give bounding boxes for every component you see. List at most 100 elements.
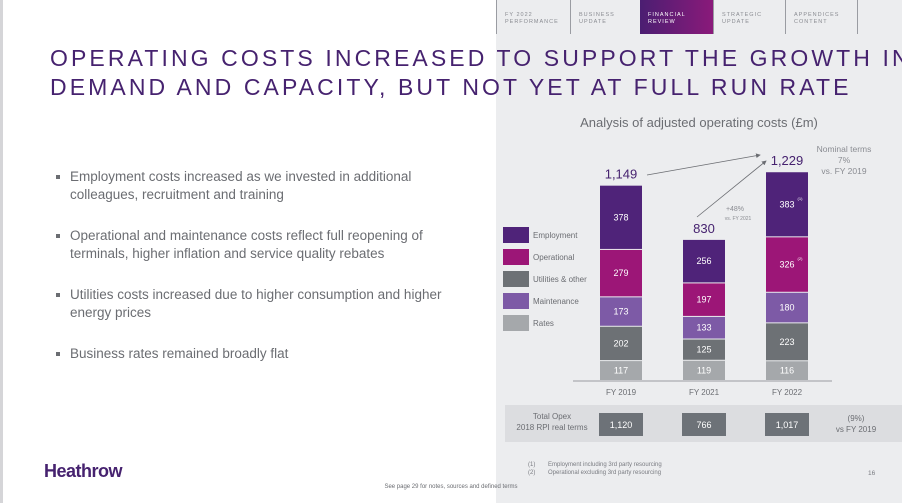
growth-label: vs. FY 2021	[725, 216, 752, 222]
real-terms-value: 1,120	[610, 420, 633, 430]
legend-swatch-employment	[503, 227, 529, 243]
bar-segment-employment-fy-2021	[683, 239, 725, 283]
bar-value-label: 117	[614, 366, 628, 376]
footnote-text: Operational excluding 3rd party resourci…	[548, 470, 662, 476]
nominal-value: 7%	[838, 155, 851, 165]
nav-tab-appendices-content[interactable]: APPENDICES CONTENT	[785, 0, 857, 34]
legend-label: Operational	[533, 253, 575, 262]
bar-segment-utilities-other-fy-2021	[683, 339, 725, 360]
bar-value-label: 173	[613, 307, 628, 317]
bar-segment-maintenance-fy-2019	[600, 297, 642, 326]
bar-segment-operational-fy-2022	[766, 237, 808, 292]
nav-tab-financial-review[interactable]: FINANCIAL REVIEW	[640, 0, 713, 34]
nav-tab-fy2022-performance[interactable]: FY 2022 PERFORMANCE	[496, 0, 570, 34]
bar-total-label: 1,229	[771, 153, 804, 168]
nav-tab-line1: FINANCIAL	[648, 12, 686, 18]
legend-label: Rates	[533, 319, 554, 328]
nominal-label: Nominal terms	[817, 144, 872, 154]
nav-tab-line2: UPDATE	[722, 19, 750, 25]
bar-segment-rates-fy-2022	[766, 361, 808, 380]
real-terms-change-label: vs FY 2019	[836, 425, 877, 434]
total-labels: 1,149 830 1,229	[605, 153, 804, 236]
x-axis-labels: FY 2019 FY 2021 FY 2022	[606, 388, 803, 397]
footer-note: See page 29 for notes, sources and defin…	[384, 484, 518, 490]
bullet-item: Utilities costs increased due to higher …	[56, 286, 476, 322]
bar-total-label: 1,149	[605, 167, 638, 182]
bar-segment-employment-fy-2019	[600, 185, 642, 249]
legend-label: Utilities & other	[533, 275, 587, 284]
nav-tab-business-update[interactable]: BUSINESS UPDATE	[570, 0, 640, 34]
left-edge-bar	[0, 0, 3, 503]
bullet-item: Operational and maintenance costs reflec…	[56, 227, 476, 263]
heathrow-logo: Heathrow	[44, 461, 123, 481]
bullet-item: Business rates remained broadly flat	[56, 345, 476, 363]
legend-swatch-utilities-other	[503, 271, 529, 287]
real-terms-label-line2: 2018 RPI real terms	[516, 423, 587, 432]
footnote-1: (1) Employment including 3rd party resour…	[528, 461, 662, 469]
nav-tab-line1: STRATEGIC	[722, 12, 763, 18]
nav-tab-line1: APPENDICES	[794, 12, 840, 18]
footnote-text: Employment including 3rd party resourcin…	[548, 462, 662, 468]
nav-tab-line2: UPDATE	[579, 19, 607, 25]
bar-segment-employment-fy-2022	[766, 172, 808, 237]
footnote-number: (2)	[528, 470, 536, 476]
bar-segment-operational-fy-2019	[600, 249, 642, 297]
real-terms-value: 1,017	[776, 420, 799, 430]
real-terms-box	[599, 413, 643, 436]
nav-tab-line2: CONTENT	[794, 19, 828, 25]
legend-swatch-rates	[503, 315, 529, 331]
real-terms-values: 1,120 766 1,017	[599, 413, 809, 436]
bar-segment-maintenance-fy-2022	[766, 292, 808, 323]
nav-tab-strategic-update[interactable]: STRATEGIC UPDATE	[713, 0, 785, 34]
nav-tab-line2: REVIEW	[648, 19, 676, 25]
arrow-fy2021-to-fy2022	[696, 160, 767, 218]
real-terms-box	[682, 413, 726, 436]
bullet-item: Employment costs increased as we investe…	[56, 168, 476, 204]
real-terms-change: (9%)	[848, 414, 865, 423]
legend-label: Maintenance	[533, 297, 579, 306]
page-number: 16	[868, 470, 876, 477]
bar-value-label: 256	[696, 256, 711, 266]
bar-value-label: 197	[696, 295, 711, 305]
x-tick-label: FY 2019	[606, 388, 637, 397]
page-title-line1: OPERATING COSTS INCREASED TO SUPPORT THE…	[50, 45, 902, 71]
bar-segment-utilities-other-fy-2022	[766, 323, 808, 361]
nav-tab-line2: PERFORMANCE	[505, 19, 559, 25]
bar-value-label: 133	[696, 323, 711, 333]
nav-tab-line1: FY 2022	[505, 12, 533, 18]
section-nav: FY 2022 PERFORMANCE BUSINESS UPDATE FINA…	[496, 0, 902, 34]
bar-value-label: 383	[779, 199, 794, 209]
nav-tab-line1: BUSINESS	[579, 12, 615, 18]
bar-segment-utilities-other-fy-2019	[600, 326, 642, 361]
footnotes: (1) Employment including 3rd party resour…	[528, 461, 662, 477]
bar-value-label: 180	[779, 303, 794, 313]
nominal-vs: vs. FY 2019	[821, 166, 866, 176]
bar-segment-operational-fy-2021	[683, 283, 725, 316]
page-title-line2: DEMAND AND CAPACITY, BUT NOT YET AT FULL…	[50, 74, 852, 100]
bullet-list: Employment costs increased as we investe…	[56, 168, 476, 386]
page-title: OPERATING COSTS INCREASED TO SUPPORT THE…	[50, 44, 902, 102]
bar-value-label: 116	[780, 366, 794, 376]
growth-value: +48%	[726, 206, 744, 213]
x-tick-label: FY 2022	[772, 388, 803, 397]
legend: Employment Operational Utilities & other Ma…	[503, 227, 587, 331]
bar-value-label: 125	[696, 345, 711, 355]
footnote-marker: (2)	[798, 256, 804, 261]
bar-segment-rates-fy-2019	[600, 361, 642, 380]
bar-total-label: 830	[693, 221, 715, 236]
bar-value-label: 119	[697, 365, 711, 375]
bar-value-label: 279	[613, 268, 628, 278]
chart-title: Analysis of adjusted operating costs (£m…	[580, 115, 818, 130]
bar-value-label: 326	[779, 260, 794, 270]
legend-label: Employment	[533, 231, 578, 240]
arrow-fy2019-to-fy2022	[646, 153, 761, 176]
real-terms-label-line1: Total Opex	[533, 412, 571, 421]
bar-segment-maintenance-fy-2021	[683, 316, 725, 339]
legend-swatch-operational	[503, 249, 529, 265]
bar-value-label: 223	[779, 337, 794, 347]
footnote-number: (1)	[528, 462, 536, 468]
bar-value-label: 202	[613, 338, 628, 348]
footnote-2: (2) Operational excluding 3rd party resou…	[528, 469, 662, 477]
nav-divider	[857, 0, 902, 34]
